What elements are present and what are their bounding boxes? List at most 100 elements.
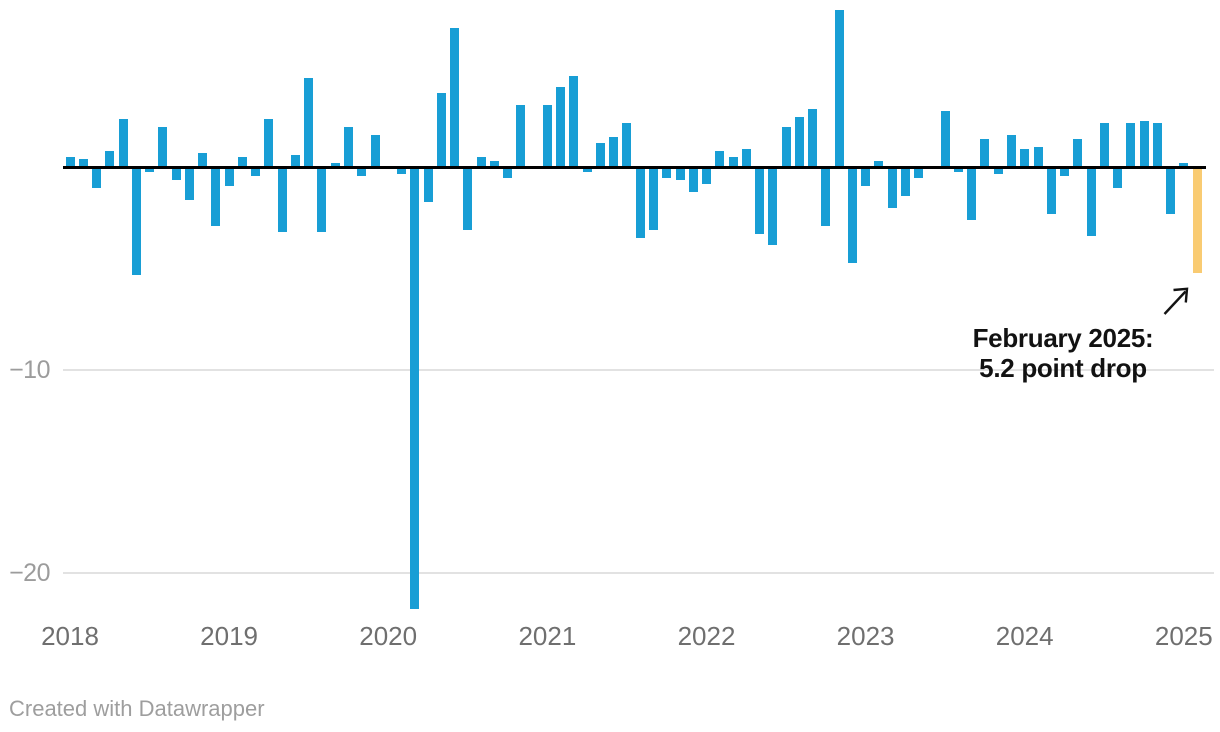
bar-oct-2020: [503, 167, 513, 178]
bar-may-2021: [595, 143, 605, 168]
bar-feb-2022: [715, 151, 725, 168]
bar-sep-2022: [808, 108, 818, 168]
bar-jul-2018: [145, 167, 155, 172]
x-axis-year-label-2025: 2025: [1154, 621, 1213, 651]
bar-aug-2023: [953, 167, 963, 172]
bar-mar-2018: [92, 167, 101, 188]
bar-mar-2024: [1046, 167, 1056, 215]
bar-aug-2018: [158, 127, 168, 168]
bar-jan-2024: [1020, 149, 1030, 168]
y-axis-tick-label--10: −10: [9, 356, 50, 384]
bar-apr-2024: [1060, 167, 1069, 176]
bar-dec-2021: [688, 167, 698, 192]
bar-oct-2022: [821, 167, 831, 227]
bar-jul-2024: [1099, 122, 1109, 168]
datawrapper-credit: Created with Datawrapper: [9, 696, 265, 721]
bar-jul-2020: [463, 167, 473, 231]
bar-nov-2022: [834, 9, 844, 168]
bar-jun-2021: [609, 137, 619, 168]
bar-dec-2018: [211, 167, 221, 227]
bar-jun-2022: [768, 167, 778, 245]
bar-apr-2018: [105, 151, 115, 168]
gridline--10: [63, 369, 1214, 371]
bar-may-2018: [118, 118, 128, 168]
bar-jul-2023: [940, 110, 950, 168]
bar-mar-2019: [251, 167, 261, 176]
bar-aug-2019: [317, 167, 327, 233]
y-axis-tick-label--20: −20: [9, 559, 50, 587]
bar-aug-2020: [476, 157, 486, 168]
bar-oct-2018: [184, 167, 194, 200]
bar-jan-2019: [224, 167, 234, 186]
x-axis-year-label-2018: 2018: [41, 621, 99, 651]
bar-nov-2018: [198, 153, 208, 168]
bar-sep-2019: [330, 163, 340, 168]
x-axis-year-label-2019: 2019: [200, 621, 259, 651]
bar-sep-2024: [1126, 122, 1136, 168]
zero-baseline: [63, 166, 1206, 169]
annotation-line-1: February 2025:: [972, 323, 1154, 353]
highlighted-bar-feb-2025: [1192, 167, 1202, 273]
bar-jul-2021: [622, 122, 632, 168]
bar-nov-2020: [516, 104, 526, 168]
bar-nov-2019: [357, 167, 367, 176]
bar-dec-2019: [370, 135, 380, 168]
bar-jan-2018: [65, 157, 75, 168]
bar-feb-2020: [397, 167, 406, 174]
bar-jun-2018: [131, 167, 141, 275]
bar-dec-2023: [1007, 135, 1016, 168]
bar-apr-2020: [423, 167, 433, 202]
bar-sep-2021: [648, 167, 658, 231]
bar-may-2023: [914, 167, 924, 178]
bar-apr-2019: [264, 118, 274, 168]
bar-mar-2023: [887, 167, 897, 208]
bar-oct-2023: [980, 139, 990, 168]
bar-feb-2019: [237, 157, 247, 168]
bar-apr-2022: [741, 149, 751, 168]
bar-jan-2021: [542, 104, 552, 168]
bar-sep-2020: [489, 161, 499, 168]
bar-oct-2024: [1139, 120, 1149, 168]
bar-apr-2021: [582, 167, 592, 172]
bar-mar-2020: [410, 167, 420, 609]
bar-may-2020: [436, 92, 446, 168]
bar-aug-2021: [635, 167, 645, 239]
bar-aug-2024: [1113, 167, 1122, 188]
bar-apr-2023: [900, 167, 910, 196]
bar-jan-2025: [1179, 163, 1189, 168]
bar-dec-2022: [847, 167, 857, 263]
x-axis-year-label-2020: 2020: [359, 621, 418, 651]
x-axis-year-label-2023: 2023: [836, 621, 895, 651]
bar-jun-2024: [1086, 167, 1096, 237]
x-axis-year-label-2022: 2022: [677, 621, 736, 651]
bar-feb-2021: [556, 86, 566, 168]
bar-jan-2023: [861, 167, 871, 186]
bar-jul-2022: [781, 127, 791, 168]
annotation-line-2: 5.2 point drop: [979, 353, 1147, 383]
bar-feb-2024: [1033, 147, 1043, 168]
chart-annotation: February 2025: 5.2 point drop: [933, 323, 1193, 383]
bar-mar-2022: [728, 157, 738, 168]
bar-oct-2021: [662, 167, 672, 178]
bar-oct-2019: [344, 127, 353, 168]
x-axis-year-label-2021: 2021: [518, 621, 577, 651]
bar-sep-2018: [171, 167, 181, 180]
bar-may-2022: [755, 167, 764, 235]
bar-feb-2023: [874, 161, 884, 168]
bar-jun-2019: [290, 155, 300, 168]
x-axis-year-label-2024: 2024: [995, 621, 1054, 651]
bar-nov-2021: [675, 167, 685, 180]
bar-aug-2022: [794, 116, 804, 168]
bar-jun-2020: [450, 27, 459, 168]
bar-nov-2024: [1152, 122, 1162, 168]
gridline--20: [63, 572, 1214, 574]
bar-sep-2023: [967, 167, 977, 221]
bar-mar-2021: [569, 76, 579, 168]
bar-feb-2018: [78, 159, 88, 168]
bar-jul-2019: [304, 78, 314, 168]
bar-nov-2023: [993, 167, 1003, 174]
bar-may-2019: [277, 167, 287, 233]
bar-may-2024: [1073, 139, 1083, 168]
bar-jan-2022: [702, 167, 711, 184]
